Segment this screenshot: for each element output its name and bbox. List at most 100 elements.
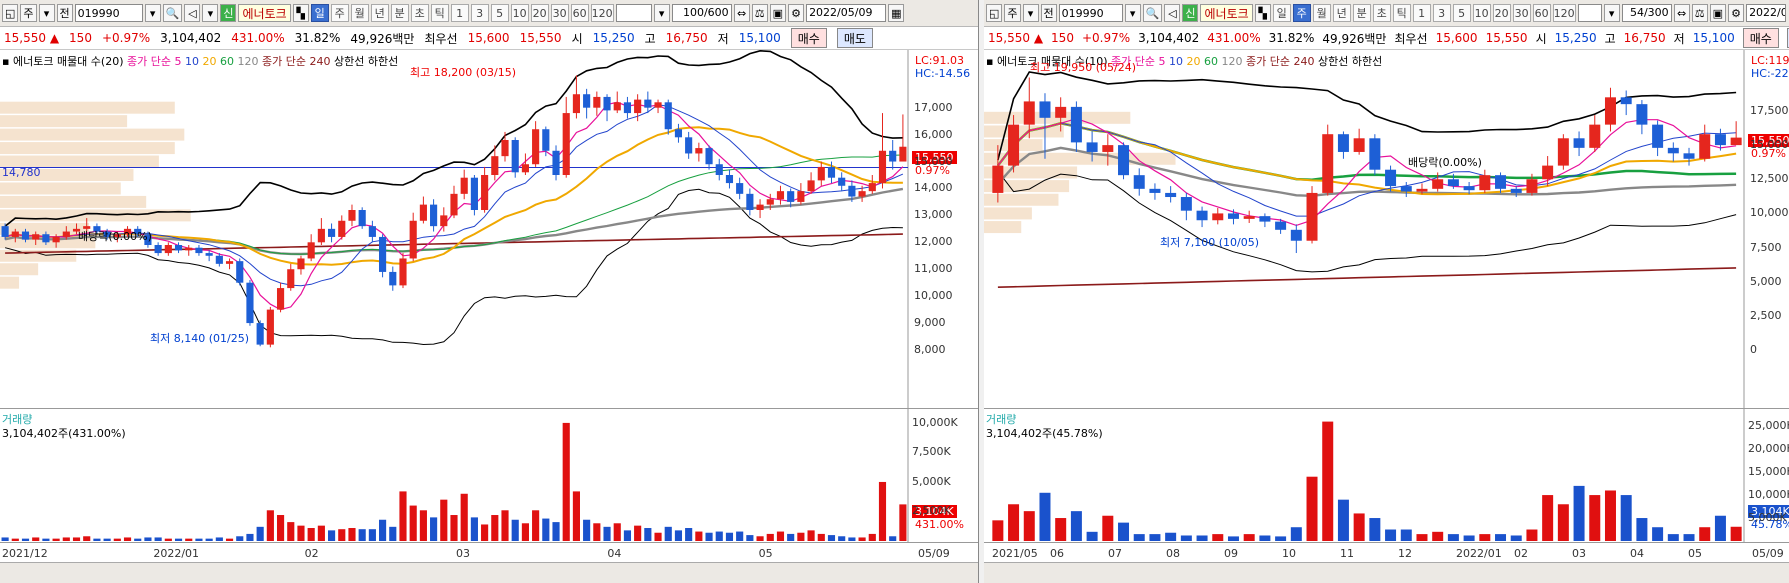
- left-price-chart[interactable]: ▪ 에너토크 매물대 수(20) 종가 단순 5 10 20 60 120 종가…: [0, 50, 978, 408]
- right-scrollbar[interactable]: [984, 562, 1789, 583]
- save-icon[interactable]: ▣: [1709, 4, 1727, 22]
- period-tick[interactable]: 틱: [1392, 4, 1411, 22]
- sell-button[interactable]: 매도: [836, 28, 873, 48]
- sell-button[interactable]: 매도: [1786, 28, 1789, 48]
- bar-count[interactable]: 100/600: [671, 4, 732, 22]
- volume-bar: [399, 491, 407, 541]
- chevron-down-icon[interactable]: ▾: [144, 4, 161, 22]
- candle-up: [992, 165, 1004, 193]
- left-price-plot[interactable]: [0, 50, 978, 408]
- calendar-icon[interactable]: ▦: [888, 4, 905, 22]
- interval-60[interactable]: 60: [1532, 4, 1551, 22]
- period-minute[interactable]: 분: [390, 4, 409, 22]
- candle-up: [1322, 134, 1334, 193]
- save-icon[interactable]: ▣: [769, 4, 787, 22]
- interval-custom-input[interactable]: [615, 4, 652, 22]
- bar-count[interactable]: 54/300: [1621, 4, 1672, 22]
- interval-1[interactable]: 1: [1412, 4, 1431, 22]
- interval-30[interactable]: 30: [550, 4, 569, 22]
- period-second[interactable]: 초: [410, 4, 429, 22]
- volume-bar: [1118, 522, 1130, 541]
- volume-bar: [1086, 531, 1098, 541]
- period-year[interactable]: 년: [370, 4, 389, 22]
- interval-60[interactable]: 60: [570, 4, 589, 22]
- period-year[interactable]: 년: [1332, 4, 1351, 22]
- interval-30[interactable]: 30: [1512, 4, 1531, 22]
- interval-3[interactable]: 3: [1432, 4, 1451, 22]
- right-volume-plot[interactable]: [984, 409, 1789, 543]
- menu-icon[interactable]: ▪: [986, 55, 994, 68]
- compare-icon[interactable]: ⚖: [1691, 4, 1708, 22]
- volume-bar: [797, 532, 805, 541]
- candle-down: [583, 94, 591, 108]
- interval-120[interactable]: 120: [590, 4, 614, 22]
- gear-icon[interactable]: ⚙: [1728, 4, 1745, 22]
- interval-5[interactable]: 5: [490, 4, 509, 22]
- volume-bar: [225, 538, 234, 541]
- period-tick[interactable]: 틱: [430, 4, 449, 22]
- prev-tab[interactable]: 전: [56, 4, 73, 22]
- market-select[interactable]: 주: [1004, 4, 1021, 22]
- gear-icon[interactable]: ⚙: [788, 4, 805, 22]
- tools-icon[interactable]: ⇔: [733, 4, 750, 22]
- right-price-plot[interactable]: [984, 50, 1789, 408]
- date-axis-label: 04: [1630, 547, 1644, 560]
- speaker-icon[interactable]: ◁: [1164, 4, 1181, 22]
- date-field[interactable]: 2022/05/09: [806, 4, 887, 22]
- chevron-down-icon[interactable]: ▾: [1022, 4, 1039, 22]
- compare-icon[interactable]: ⚖: [751, 4, 768, 22]
- window-icon[interactable]: ◱: [2, 4, 19, 22]
- right-price-chart[interactable]: ▪ 에너토크 매물대 수(10) 종가 단순 5 10 20 60 120 종가…: [984, 50, 1789, 408]
- interval-20[interactable]: 20: [530, 4, 549, 22]
- tools-icon[interactable]: ⇔: [1673, 4, 1690, 22]
- chevron-down-icon[interactable]: ▾: [202, 4, 219, 22]
- volume-bar: [1542, 495, 1554, 541]
- volume-bar: [409, 505, 417, 541]
- period-week[interactable]: 주: [330, 4, 349, 22]
- buy-button[interactable]: 매수: [1742, 28, 1779, 48]
- search-icon[interactable]: 🔍: [162, 4, 183, 22]
- interval-1[interactable]: 1: [450, 4, 469, 22]
- left-toolbar: ◱ 주 ▾ 전 ▾ 🔍 ◁ ▾ 신 에너토크 ▚ 일 주 월 년 분 초 틱 1…: [0, 0, 978, 27]
- interval-5[interactable]: 5: [1452, 4, 1471, 22]
- period-minute[interactable]: 분: [1352, 4, 1371, 22]
- stock-code-input[interactable]: [1058, 4, 1123, 22]
- period-day[interactable]: 일: [1272, 4, 1291, 22]
- speaker-icon[interactable]: ◁: [184, 4, 201, 22]
- chevron-down-icon[interactable]: ▾: [1603, 4, 1620, 22]
- candle-up: [1542, 165, 1554, 180]
- interval-10[interactable]: 10: [510, 4, 529, 22]
- right-volume-chart[interactable]: 거래량 3,104,402주(45.78%) 3,104K 45.78% 25,…: [984, 408, 1789, 543]
- interval-10[interactable]: 10: [1472, 4, 1491, 22]
- left-chart-window: ◱ 주 ▾ 전 ▾ 🔍 ◁ ▾ 신 에너토크 ▚ 일 주 월 년 분 초 틱 1…: [0, 0, 979, 583]
- volume-profile-bar: [0, 115, 128, 128]
- period-week[interactable]: 주: [1292, 4, 1311, 22]
- left-scrollbar[interactable]: [0, 562, 978, 583]
- buy-button[interactable]: 매수: [790, 28, 827, 48]
- chevron-down-icon[interactable]: ▾: [38, 4, 55, 22]
- interval-120[interactable]: 120: [1552, 4, 1576, 22]
- chevron-down-icon[interactable]: ▾: [1124, 4, 1141, 22]
- menu-icon[interactable]: ▪: [2, 55, 10, 68]
- stock-code-input[interactable]: [74, 4, 143, 22]
- date-field[interactable]: 2022/05/09: [1746, 4, 1787, 22]
- period-month[interactable]: 월: [1312, 4, 1331, 22]
- left-volume-chart[interactable]: 거래량 3,104,402주(431.00%) 3,104K 431.00% 1…: [0, 408, 978, 543]
- left-volume-plot[interactable]: [0, 409, 978, 543]
- chevron-down-icon[interactable]: ▾: [653, 4, 670, 22]
- flag-icon[interactable]: ▚: [1254, 4, 1271, 22]
- interval-20[interactable]: 20: [1492, 4, 1511, 22]
- interval-3[interactable]: 3: [470, 4, 489, 22]
- candle-down: [838, 177, 846, 186]
- period-month[interactable]: 월: [350, 4, 369, 22]
- period-day[interactable]: 일: [310, 4, 329, 22]
- window-icon[interactable]: ◱: [986, 4, 1003, 22]
- flag-icon[interactable]: ▚: [292, 4, 309, 22]
- volume-profile-bar: [0, 142, 175, 155]
- prev-tab[interactable]: 전: [1040, 4, 1057, 22]
- market-select[interactable]: 주: [20, 4, 37, 22]
- interval-custom-input[interactable]: [1577, 4, 1602, 22]
- search-icon[interactable]: 🔍: [1142, 4, 1163, 22]
- candle-up: [899, 146, 907, 162]
- period-second[interactable]: 초: [1372, 4, 1391, 22]
